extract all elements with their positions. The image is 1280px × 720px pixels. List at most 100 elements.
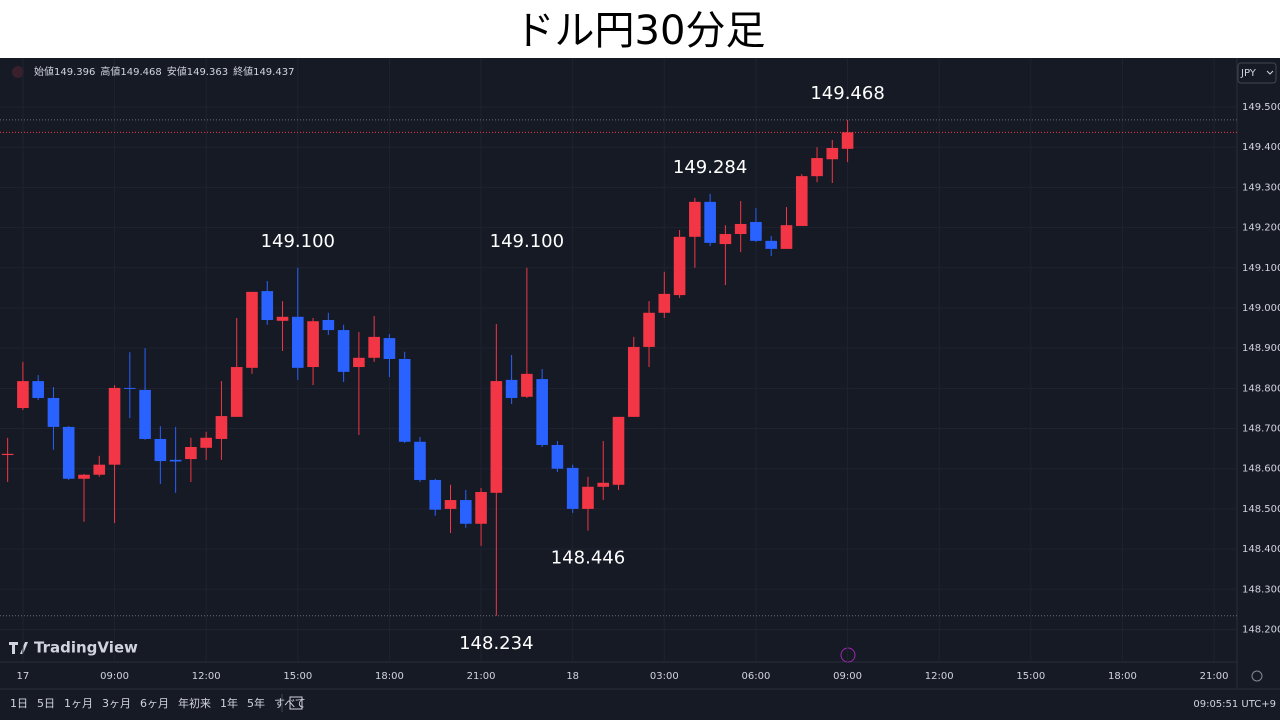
y-tick-label: 148.600 (1242, 464, 1280, 475)
candle-body (704, 201, 716, 243)
candle-body (765, 240, 778, 249)
price-annotation: 149.468 (810, 83, 884, 104)
symbol-icon (12, 66, 24, 78)
candle-body (719, 234, 732, 245)
candle-body (200, 437, 212, 448)
candle-body (459, 500, 472, 524)
candle-body (322, 320, 335, 331)
candle-body (673, 236, 686, 296)
candle-body (368, 336, 380, 358)
range-button[interactable]: 年初来 (178, 696, 211, 710)
ohlc-value: 149.437 (253, 67, 294, 78)
y-tick-label: 149.100 (1242, 263, 1280, 274)
candle-body (185, 447, 197, 460)
range-button[interactable]: 1ヶ月 (64, 697, 93, 710)
candle-body (169, 459, 182, 462)
range-button[interactable]: 6ヶ月 (140, 697, 169, 710)
candle-body (551, 444, 564, 469)
candle-body (246, 291, 258, 368)
candle-body (154, 438, 167, 462)
chart-background (0, 58, 1280, 720)
candle-body (505, 379, 518, 398)
watermark: TradingView (34, 639, 138, 657)
calendar-icon[interactable] (289, 696, 303, 710)
candle-body (1, 453, 14, 456)
candle-body (643, 312, 655, 347)
candle-body (307, 321, 319, 368)
y-tick-label: 148.900 (1242, 343, 1280, 354)
y-tick-label: 148.200 (1242, 624, 1280, 635)
candle-body (566, 467, 579, 509)
candle-body (780, 225, 793, 249)
range-button[interactable]: 3ヶ月 (102, 697, 131, 710)
x-tick-label: 15:00 (1016, 671, 1045, 682)
candle-body (47, 397, 60, 427)
range-button[interactable]: 5年 (247, 696, 265, 710)
candle-body (124, 387, 136, 389)
ohlc-label: 安値 (167, 65, 187, 78)
x-tick-label: 18:00 (1108, 671, 1137, 682)
ohlc-label: 始値 (34, 65, 54, 78)
candle-body (734, 223, 747, 235)
ohlc-value: 149.363 (187, 67, 228, 78)
price-annotation: 149.100 (490, 231, 564, 252)
y-tick-label: 149.500 (1242, 102, 1280, 113)
candle-body (658, 293, 671, 313)
y-tick-label: 149.200 (1242, 223, 1280, 234)
candle-body (291, 316, 304, 368)
x-tick-label: 15:00 (283, 671, 312, 682)
page-title: ドル円30分足 (0, 0, 1280, 58)
candle-body (62, 426, 75, 479)
x-tick-label: 18:00 (375, 671, 404, 682)
settings-icon[interactable] (1251, 670, 1263, 682)
y-tick-label: 148.300 (1242, 584, 1280, 595)
currency-button[interactable] (1237, 62, 1277, 84)
candle-body (521, 373, 533, 397)
currency[interactable]: JPY (1240, 68, 1257, 79)
candle-body (108, 387, 121, 465)
range-button[interactable]: 1日 (10, 697, 28, 710)
price-annotation: 148.446 (551, 548, 625, 569)
range-button[interactable]: 1年 (220, 696, 238, 710)
candle-body (490, 381, 503, 493)
candle-body (215, 416, 228, 439)
candle-body (261, 291, 274, 321)
x-tick-label: 09:00 (833, 671, 862, 682)
range-button[interactable]: すべて (274, 697, 306, 710)
ohlc-value: 149.468 (120, 67, 161, 78)
y-tick-label: 148.500 (1242, 504, 1280, 515)
candle-body (414, 441, 426, 480)
candle-body (444, 500, 457, 509)
candle-body (612, 416, 625, 485)
candle-body (582, 486, 594, 509)
candle-body (689, 201, 701, 237)
candle-body (276, 316, 289, 321)
x-tick-label: 12:00 (192, 671, 221, 682)
candle-body (536, 379, 548, 445)
x-tick-label: 09:00 (100, 671, 129, 682)
candle-body (78, 474, 90, 479)
range-button[interactable]: 5日 (37, 697, 55, 710)
ohlc-label: 高値 (100, 65, 120, 78)
candle-body (627, 346, 640, 417)
y-tick-label: 148.400 (1242, 544, 1280, 555)
x-tick-label: 21:00 (1200, 671, 1229, 682)
candle-body (32, 381, 44, 398)
x-tick-label: 18 (566, 671, 579, 682)
price-annotation: 149.100 (261, 231, 335, 252)
ohlc-label: 終値 (233, 65, 253, 78)
price-annotation: 148.234 (459, 633, 533, 654)
candle-body (93, 464, 106, 475)
candle-body (429, 479, 442, 510)
candle-body (750, 221, 762, 241)
candle-body (841, 132, 854, 149)
clock: 09:05:51 UTC+9 (1193, 699, 1276, 710)
y-tick-label: 148.700 (1242, 424, 1280, 435)
candle-body (826, 148, 839, 160)
ohlc-value: 149.396 (54, 67, 95, 78)
price-annotation: 149.284 (673, 157, 747, 178)
candle-body (139, 389, 151, 439)
candle-body (17, 381, 29, 409)
x-tick-label: 03:00 (650, 671, 679, 682)
